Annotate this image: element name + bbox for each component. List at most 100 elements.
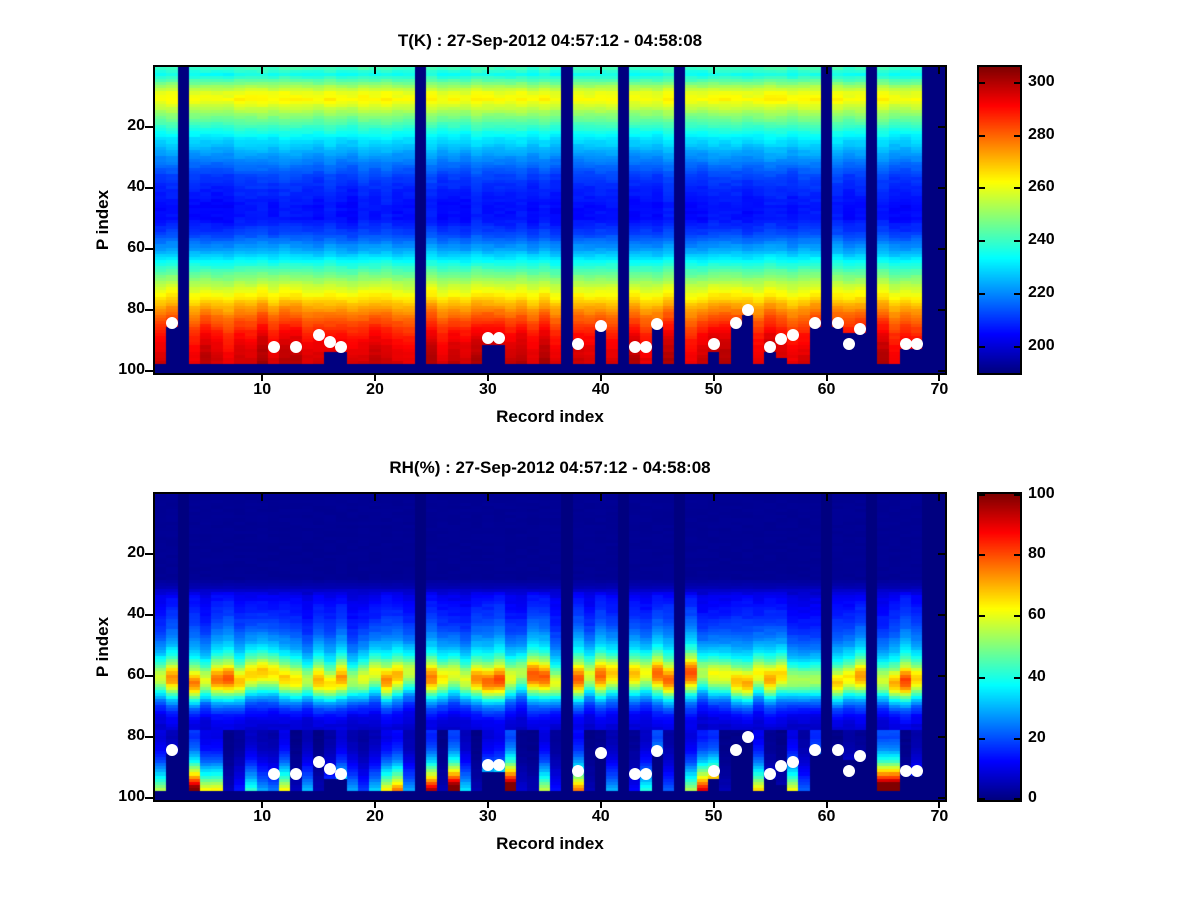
colorbar-tick-label: 20 bbox=[1028, 728, 1046, 746]
colorbar-tick-mark-right bbox=[1014, 240, 1020, 243]
x-tick-mark-bottom bbox=[486, 802, 489, 808]
white-marker bbox=[651, 318, 664, 331]
colorbar-tick-label: 80 bbox=[1028, 545, 1046, 563]
y-tick-mark-right bbox=[938, 736, 945, 739]
white-marker bbox=[651, 745, 664, 758]
colorbar-tick-mark-left bbox=[979, 494, 985, 496]
humidity-heatmap-canvas bbox=[153, 492, 947, 802]
x-tick-label: 10 bbox=[253, 808, 272, 825]
x-tick-mark-bottom bbox=[938, 802, 941, 808]
x-tick-mark-bottom bbox=[261, 802, 264, 808]
colorbar-tick-mark-left bbox=[979, 292, 985, 295]
white-marker bbox=[730, 316, 743, 329]
x-tick-mark-top bbox=[374, 494, 377, 501]
y-tick-mark-right bbox=[938, 309, 945, 312]
y-tick-label: 40 bbox=[127, 177, 145, 195]
white-marker bbox=[831, 316, 844, 329]
colorbar-tick-mark-right bbox=[1014, 676, 1020, 679]
x-tick-mark-bottom bbox=[261, 375, 264, 381]
colorbar-tick-label: 200 bbox=[1028, 336, 1055, 354]
white-marker bbox=[323, 763, 336, 776]
humidity-x-axis-label: Record index bbox=[496, 834, 604, 853]
y-tick-label: 20 bbox=[127, 543, 145, 561]
white-marker bbox=[628, 767, 641, 780]
y-tick-mark-right bbox=[938, 613, 945, 616]
y-tick-label: 20 bbox=[127, 116, 145, 134]
white-marker bbox=[323, 336, 336, 349]
y-tick-mark-right bbox=[938, 248, 945, 251]
colorbar-tick-label: 40 bbox=[1028, 667, 1046, 685]
white-marker bbox=[843, 764, 856, 777]
white-marker bbox=[854, 749, 867, 762]
colorbar-tick-mark-right bbox=[1014, 494, 1020, 496]
y-tick-mark-left bbox=[145, 248, 153, 251]
x-tick-mark-top bbox=[374, 67, 377, 74]
white-marker bbox=[290, 340, 303, 353]
y-tick-label: 80 bbox=[127, 300, 145, 318]
colorbar-tick-mark-left bbox=[979, 676, 985, 679]
white-marker bbox=[639, 340, 652, 353]
white-marker bbox=[594, 746, 607, 759]
colorbar-tick-mark-right bbox=[1014, 737, 1020, 740]
x-tick-mark-bottom bbox=[486, 375, 489, 381]
white-marker bbox=[628, 340, 641, 353]
temperature-y-axis-label: P index bbox=[93, 189, 112, 251]
white-marker bbox=[165, 743, 178, 756]
colorbar-tick-mark-right bbox=[1014, 187, 1020, 190]
x-tick-mark-top bbox=[712, 67, 715, 74]
x-tick-mark-bottom bbox=[825, 802, 828, 808]
x-tick-mark-bottom bbox=[374, 802, 377, 808]
y-tick-mark-left bbox=[145, 309, 153, 312]
humidity-plot-title: RH(%) : 27-Sep-2012 04:57:12 - 04:58:08 bbox=[389, 458, 711, 477]
colorbar-tick-label: 260 bbox=[1028, 178, 1055, 196]
temperature-plot-title: T(K) : 27-Sep-2012 04:57:12 - 04:58:08 bbox=[397, 31, 703, 50]
white-marker bbox=[899, 764, 912, 777]
white-marker bbox=[854, 322, 867, 335]
white-marker bbox=[775, 760, 788, 773]
x-tick-mark-top bbox=[599, 67, 602, 74]
colorbar-tick-mark-left bbox=[979, 187, 985, 190]
colorbar-tick-mark-left bbox=[979, 615, 985, 618]
y-tick-mark-left bbox=[145, 797, 153, 800]
white-marker bbox=[572, 337, 585, 350]
white-marker bbox=[910, 764, 923, 777]
y-tick-mark-left bbox=[145, 675, 153, 678]
x-tick-mark-bottom bbox=[825, 375, 828, 381]
white-marker bbox=[764, 767, 777, 780]
white-marker bbox=[290, 767, 303, 780]
white-marker bbox=[786, 755, 799, 768]
white-marker bbox=[481, 758, 494, 771]
y-tick-label: 100 bbox=[118, 361, 145, 379]
colorbar-tick-label: 0 bbox=[1028, 789, 1037, 806]
y-tick-mark-right bbox=[938, 125, 945, 128]
white-marker bbox=[809, 316, 822, 329]
x-tick-mark-bottom bbox=[599, 802, 602, 808]
x-tick-mark-top bbox=[486, 67, 489, 74]
x-tick-mark-top bbox=[938, 494, 941, 501]
colorbar-tick-label: 100 bbox=[1028, 485, 1055, 502]
x-tick-mark-top bbox=[261, 67, 264, 74]
y-tick-label: 60 bbox=[127, 239, 145, 257]
colorbar-tick-mark-left bbox=[979, 798, 985, 800]
humidity-y-axis-label: P index bbox=[93, 616, 112, 678]
x-tick-mark-top bbox=[261, 494, 264, 501]
y-tick-mark-right bbox=[938, 552, 945, 555]
white-marker bbox=[775, 333, 788, 346]
colorbar-tick-mark-left bbox=[979, 737, 985, 740]
white-marker bbox=[843, 337, 856, 350]
x-tick-label: 50 bbox=[704, 808, 723, 825]
colorbar-tick-mark-left bbox=[979, 134, 985, 137]
colorbar-tick-mark-left bbox=[979, 240, 985, 243]
white-marker bbox=[707, 764, 720, 777]
x-tick-label: 40 bbox=[591, 381, 610, 398]
colorbar-tick-mark-right bbox=[1014, 554, 1020, 557]
temperature-heatmap-canvas bbox=[153, 65, 947, 375]
x-tick-mark-top bbox=[825, 67, 828, 74]
x-tick-label: 60 bbox=[817, 381, 836, 398]
y-tick-label: 40 bbox=[127, 604, 145, 622]
x-tick-mark-top bbox=[825, 494, 828, 501]
white-marker bbox=[165, 316, 178, 329]
y-tick-mark-right bbox=[938, 797, 945, 800]
y-tick-mark-left bbox=[145, 552, 153, 555]
